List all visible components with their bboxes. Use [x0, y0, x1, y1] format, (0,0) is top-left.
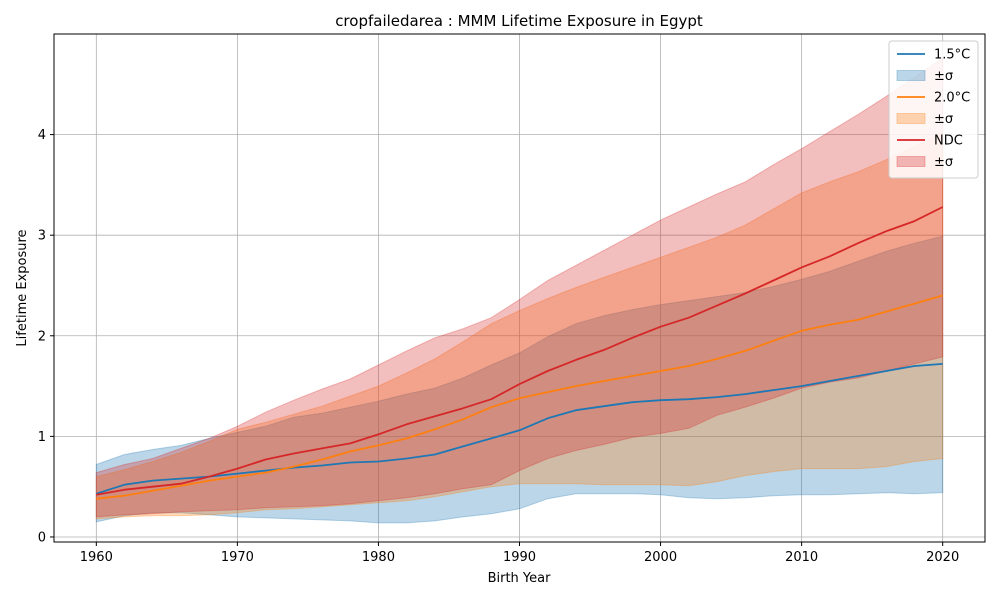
- legend-label: NDC: [934, 134, 963, 149]
- legend-band-swatch: [896, 70, 926, 81]
- legend-band-swatch: [896, 113, 926, 124]
- series-line-2: [96, 294, 943, 500]
- axis-ticks: 1960 1970 1980 1990 2000 2010 2020 0 1 2 3 4: [38, 128, 960, 565]
- y-tick-label: 4: [38, 128, 46, 143]
- legend-label: ±σ: [934, 112, 953, 127]
- series-lines: [96, 206, 944, 500]
- series-line-3: [96, 206, 944, 496]
- y-tick-label: 1: [38, 430, 46, 445]
- legend-label: 2.0°C: [934, 91, 970, 106]
- series-line-1: [96, 363, 943, 495]
- x-tick-label: 2000: [644, 550, 677, 565]
- x-tick-label: 2020: [926, 550, 959, 565]
- x-axis-label: Birth Year: [488, 571, 552, 586]
- band-3: [95, 57, 944, 518]
- x-tick-label: 1990: [503, 550, 536, 565]
- chart-title: cropfailedarea : MMM Lifetime Exposure i…: [335, 12, 703, 30]
- legend-label: 1.5°C: [934, 48, 970, 63]
- x-tick-label: 1970: [221, 550, 254, 565]
- x-tick-label: 2010: [785, 550, 818, 565]
- legend-label: ±σ: [934, 155, 953, 170]
- y-tick-label: 3: [38, 229, 46, 244]
- x-tick-label: 1960: [80, 550, 113, 565]
- y-axis-label: Lifetime Exposure: [15, 229, 30, 346]
- band-2: [95, 131, 944, 520]
- legend-band-swatch: [896, 156, 926, 167]
- grid: [54, 34, 985, 542]
- legend-label: ±σ: [934, 69, 953, 84]
- x-tick-label: 1980: [362, 550, 395, 565]
- legend-box: [888, 40, 979, 179]
- legend: 1.5°C ±σ 2.0°C ±σ NDC ±σ: [888, 40, 979, 179]
- y-tick-label: 0: [38, 530, 46, 545]
- y-tick-label: 2: [38, 329, 46, 344]
